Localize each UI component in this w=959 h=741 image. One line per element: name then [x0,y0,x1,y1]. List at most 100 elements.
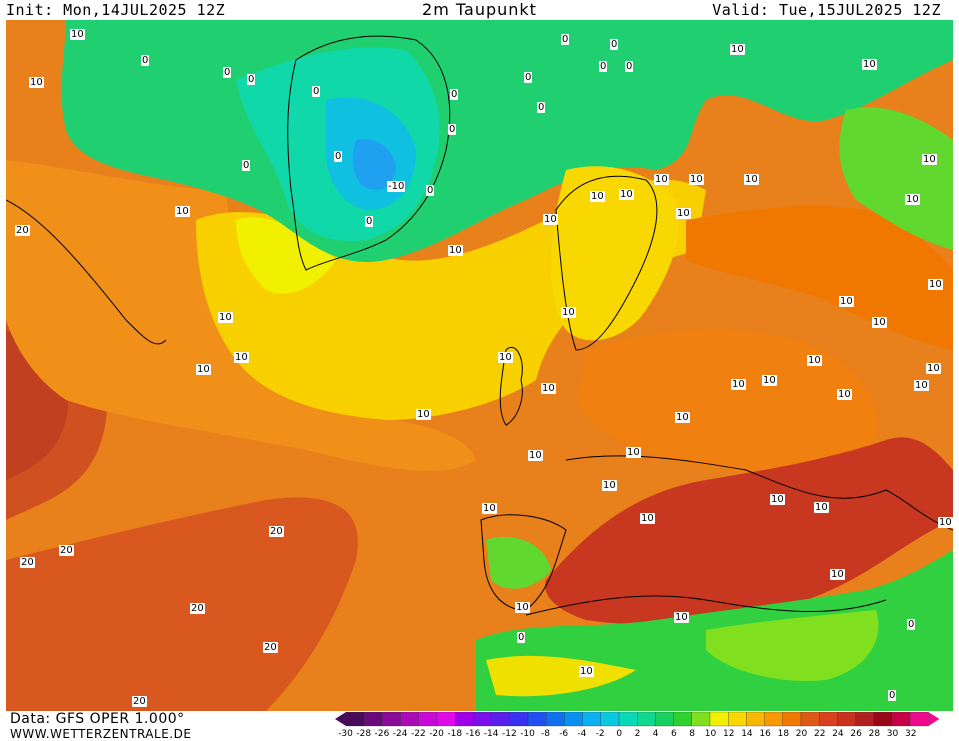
field-greenland-blue [352,139,396,190]
contour-label: 20 [15,225,30,236]
contour-label: 10 [602,480,617,491]
legend-swatch [564,711,583,727]
contour-label: 10 [70,29,85,40]
legend-swatch [345,711,365,727]
contour-label: 10 [839,296,854,307]
legend-swatch [436,711,456,727]
legend-swatch [873,711,893,727]
coast-med-north [565,455,953,531]
legend-tick: -8 [541,729,550,739]
field-east-green [839,107,953,250]
legend-swatch [382,711,401,727]
legend-swatch [582,711,601,727]
legend-tick: 10 [704,729,717,739]
contour-label: 0 [599,61,608,72]
field-orange-north [6,160,476,471]
dewpoint-map: 10 0 10 0 0 0 0 0 -10 0 0 0 0 10 20 10 10 10 10 10 10 10 10 10 1… [6,20,953,711]
legend-tick: -2 [595,729,605,739]
contour-label: 0 [141,55,150,66]
contour-label: 10 [515,602,530,613]
coast-iberia [480,514,567,611]
legend-swatch [618,711,638,727]
contour-label: 10 [905,194,920,205]
contour-label: 20 [190,603,205,614]
legend-swatch [455,711,474,727]
contour-label: 10 [814,502,829,513]
valid-time: Valid: Tue,15JUL2025 12Z [712,1,941,19]
coast-greenland [287,35,451,271]
legend-tick: -4 [577,729,587,739]
contour-label: 10 [830,569,845,580]
legend-tick: -30 [338,729,353,739]
legend-swatch [910,711,929,727]
contour-label: 0 [450,89,459,100]
coast-britain [499,347,523,426]
contour-label: 20 [269,526,284,537]
coast-canada [6,199,167,345]
legend-tick: -12 [502,729,517,739]
contour-label: 0 [334,151,343,162]
legend-swatch [473,711,492,727]
legend-tick: 32 [905,729,917,739]
contour-label: 0 [365,216,374,227]
contour-label: 10 [938,517,953,528]
contour-label: 10 [626,447,641,458]
contour-label: 10 [498,352,513,363]
legend-swatch [891,711,911,727]
legend-swatch [837,711,856,727]
contour-label: 10 [416,409,431,420]
contour-label: 10 [731,379,746,390]
contour-label: 0 [610,39,619,50]
legend-swatch [800,711,820,727]
contour-label: 10 [590,191,605,202]
coast-africa-north [525,595,887,616]
contour-label: 10 [928,279,943,290]
legend-swatch [819,711,838,727]
website: WWW.WETTERZENTRALE.DE [10,727,192,741]
field-northeast-orange [686,205,953,350]
legend-tick: 26 [850,729,862,739]
legend-swatch [764,711,783,727]
contour-label: 10 [543,214,558,225]
legend-swatch [709,711,729,727]
contour-label: -10 [387,181,406,192]
field-iberia-green [486,536,551,589]
contour-label: 0 [448,124,457,135]
field-africa-lime [706,610,879,681]
contour-label: 10 [914,380,929,391]
contour-label: 10 [770,494,785,505]
contour-label: 0 [517,632,526,643]
legend-tick: 28 [868,729,881,739]
legend-swatch [782,711,802,727]
legend-arrow-right [928,712,940,726]
contour-label: 10 [196,364,211,375]
map-header: Init: Mon,14JUL2025 12Z 2m Taupunkt Vali… [0,0,959,20]
legend-swatch [728,711,747,727]
legend-tick: 22 [814,729,826,739]
field-central-europe [576,329,878,474]
contour-label: 0 [537,102,546,113]
legend-swatch [527,711,547,727]
legend-tick: -20 [429,729,444,739]
legend-tick: -26 [374,729,390,739]
legend-tick: -24 [392,729,408,739]
legend-tick: 0 [616,729,623,739]
contour-label: 0 [223,67,232,78]
legend-swatch [600,711,620,727]
legend-tick: -28 [356,729,372,739]
contour-label: 20 [263,642,278,653]
legend-swatch [509,711,529,727]
contour-label: 10 [218,312,233,323]
contour-label: 10 [234,352,249,363]
legend-swatch [364,711,383,727]
contour-label: 20 [20,557,35,568]
legend-swatch [400,711,419,727]
contour-label: 0 [524,72,533,83]
contour-label: 0 [426,185,435,196]
contour-label: 10 [528,450,543,461]
contour-label: 10 [482,503,497,514]
legend-tick: -14 [483,729,499,739]
legend-tick: 2 [634,729,641,739]
legend-arrow-left [335,712,346,726]
contour-label: 10 [448,245,463,256]
